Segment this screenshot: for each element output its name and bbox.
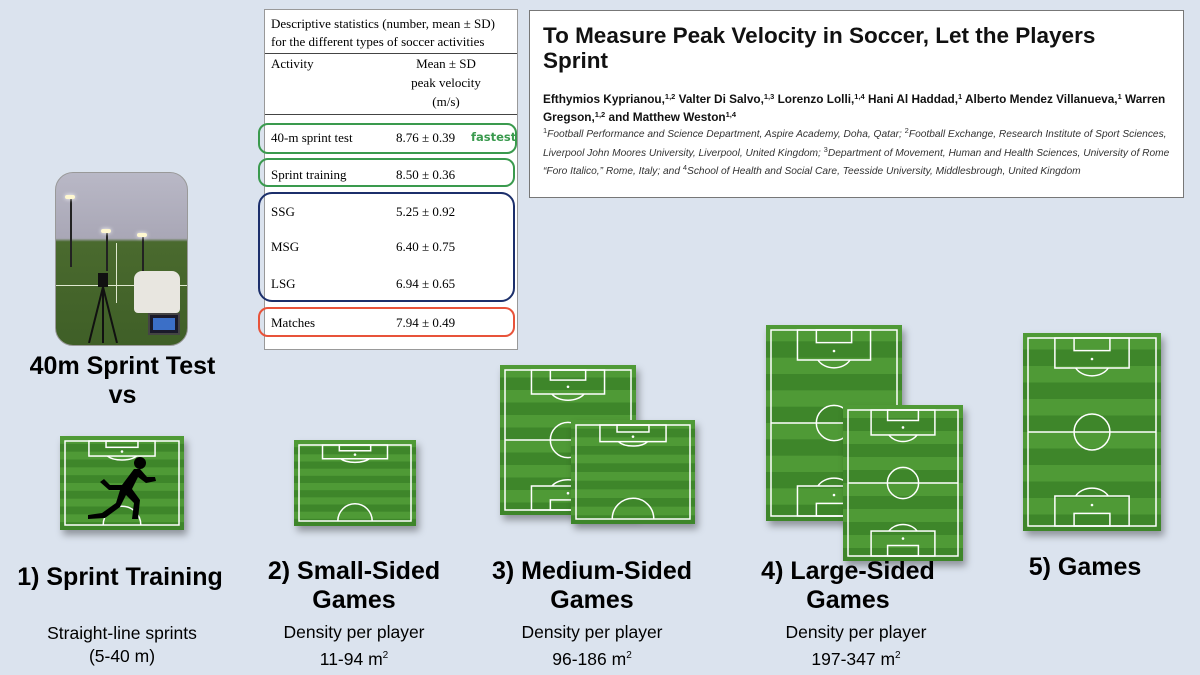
row-value: 6.94 ± 0.65 xyxy=(396,276,456,291)
row-value: 5.25 ± 0.92 xyxy=(396,204,456,219)
activity-title-line1: 4) Large-Sided xyxy=(761,557,935,585)
highlight-box-sided-games xyxy=(258,192,515,302)
affiliation-sup: 4 xyxy=(682,163,688,172)
activity-desc-line2: 197-347 m xyxy=(811,649,896,669)
author-sup: 1,4 xyxy=(725,110,737,119)
test-label: 40m Sprint Test vs xyxy=(10,352,235,410)
activity-desc-line1: Straight-line sprints xyxy=(47,623,197,643)
activity-description: Straight-line sprints (5-40 m) xyxy=(0,622,244,668)
activity-desc-line1: Density per player xyxy=(785,622,927,642)
activity-desc-line1: Density per player xyxy=(521,622,663,642)
activity-title: 5) Games xyxy=(1000,553,1170,582)
unit-superscript: 2 xyxy=(382,650,389,661)
paper-header: To Measure Peak Velocity in Soccer, Let … xyxy=(529,10,1184,198)
activity-description: Density per player 96-186 m2 xyxy=(478,621,706,671)
activity-title: 4) Large-Sided Games xyxy=(740,557,956,615)
activity-title: 2) Small-Sided Games xyxy=(248,557,460,615)
author-sup: 1,3 xyxy=(763,92,775,101)
affiliation-sup: 3 xyxy=(823,144,828,154)
activity-title: 3) Medium-Sided Games xyxy=(478,557,706,615)
author-name: Valter Di Salvo, xyxy=(675,92,764,106)
affiliation-sup: 1 xyxy=(543,126,548,135)
paper-authors: Efthymios Kyprianou,1,2 Valter Di Salvo,… xyxy=(543,89,1173,125)
author-name: Alberto Mendez Villanueva, xyxy=(962,92,1118,106)
row-activity: MSG xyxy=(271,239,300,254)
activity-description: Density per player 197-347 m2 xyxy=(740,621,972,671)
author-name: Lorenzo Lolli, xyxy=(774,92,855,106)
activity-desc-line2: (5-40 m) xyxy=(88,646,156,666)
activity-title-line1: 1) Sprint Training xyxy=(17,563,223,591)
row-activity: LSG xyxy=(271,276,296,291)
column-header-value-line3: (m/s) xyxy=(432,94,460,109)
author-name: Efthymios Kyprianou, xyxy=(543,92,665,106)
highlight-box-sprint-test xyxy=(258,123,517,154)
soccer-pitch-icon xyxy=(843,405,963,561)
soccer-pitch-icon xyxy=(1023,333,1161,531)
fastest-note: fastest xyxy=(471,130,517,144)
activity-title-line1: 2) Small-Sided xyxy=(267,557,441,585)
activity-title-line2: Games xyxy=(312,586,396,614)
activity-title-line1: 5) Games xyxy=(1028,553,1142,581)
affiliation-text: Football Performance and Science Departm… xyxy=(547,129,905,140)
sprinter-silhouette-icon xyxy=(88,457,156,519)
author-name: and Matthew Weston xyxy=(605,110,726,124)
activity-title-line1: 3) Medium-Sided xyxy=(491,557,692,585)
affiliation-text: Football Exchange, Research Institute of… xyxy=(543,129,1167,159)
unit-superscript: 2 xyxy=(626,650,632,661)
row-value: 7.94 ± 0.49 xyxy=(396,315,456,330)
row-value: 8.76 ± 0.39 xyxy=(396,130,456,145)
activity-title: 1) Sprint Training xyxy=(0,563,240,592)
author-sup: 1 xyxy=(958,92,963,101)
unit-superscript: 2 xyxy=(895,650,901,661)
highlight-box-sprint-training xyxy=(258,158,515,187)
row-activity: Matches xyxy=(271,315,316,330)
row-activity: 40-m sprint test xyxy=(271,130,353,145)
affiliation-sup: 2 xyxy=(904,126,909,135)
row-value: 8.50 ± 0.36 xyxy=(396,167,456,182)
column-header-value-line1: Mean ± SD xyxy=(416,56,476,71)
column-header-value-line2: peak velocity xyxy=(411,75,481,90)
column-header-value: Mean ± SD peak velocity (m/s) xyxy=(391,56,501,110)
activity-title-line2: Games xyxy=(806,586,890,614)
activity-desc-line1: Density per player xyxy=(283,622,425,642)
activity-desc-line2: 11-94 m xyxy=(319,649,383,669)
test-label-line1: 40m Sprint Test xyxy=(29,352,216,380)
table-caption-line2: for the different types of soccer activi… xyxy=(271,34,485,49)
author-sup: 1,2 xyxy=(594,110,606,119)
author-name: Hani Al Haddad, xyxy=(864,92,959,106)
test-label-line2: vs xyxy=(108,381,137,409)
affiliation-text: School of Health and Social Care, Teessi… xyxy=(687,166,1081,177)
column-header-activity: Activity xyxy=(271,56,314,71)
table-caption-line1: Descriptive statistics (number, mean ± S… xyxy=(271,16,495,31)
author-sup: 1,4 xyxy=(854,92,865,101)
author-name: Warren Gregson, xyxy=(543,92,1166,124)
row-activity: SSG xyxy=(271,204,295,219)
paper-affiliations: 1Football Performance and Science Depart… xyxy=(543,124,1173,180)
activity-desc-line2: 96-186 m xyxy=(552,649,627,669)
author-sup: 1 xyxy=(1117,92,1122,101)
paper-title: To Measure Peak Velocity in Soccer, Let … xyxy=(543,23,1096,73)
soccer-pitch-icon xyxy=(571,420,695,524)
activity-description: Density per player 11-94 m2 xyxy=(248,621,460,671)
highlight-box-matches xyxy=(258,307,515,337)
activity-title-line2: Games xyxy=(550,586,634,614)
author-sup: 1,2 xyxy=(664,92,676,101)
row-activity: Sprint training xyxy=(271,167,347,182)
row-value: 6.40 ± 0.75 xyxy=(396,239,456,254)
sprint-test-photo xyxy=(55,172,188,346)
affiliation-text: Department of Movement, Human and Health… xyxy=(543,147,1170,178)
soccer-pitch-icon xyxy=(294,440,416,526)
